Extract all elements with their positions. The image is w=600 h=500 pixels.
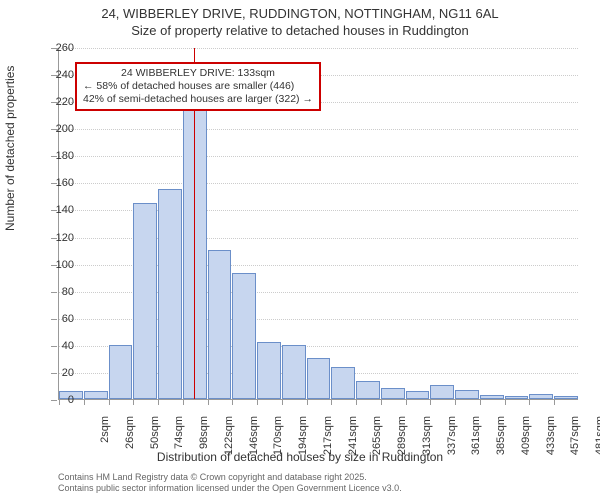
x-tick [183,399,184,405]
chart-title-main: 24, WIBBERLEY DRIVE, RUDDINGTON, NOTTING… [0,0,600,21]
x-tick-label: 241sqm [347,416,359,466]
footer-line-2: Contains public sector information licen… [58,483,402,494]
x-tick-label: 98sqm [198,416,210,466]
y-tick [51,319,57,320]
x-tick [356,399,357,405]
histogram-bar [307,358,331,399]
y-tick-label: 80 [62,286,74,298]
x-tick-label: 409sqm [520,416,532,466]
plot-area: 24 WIBBERLEY DRIVE: 133sqm← 58% of detac… [58,48,578,400]
x-tick [529,399,530,405]
footer-line-1: Contains HM Land Registry data © Crown c… [58,472,402,483]
y-tick-label: 160 [56,177,74,189]
histogram-bar [554,396,578,399]
histogram-bar [282,345,306,399]
x-tick-label: 170sqm [272,416,284,466]
histogram-bar [505,396,529,399]
x-tick [381,399,382,405]
x-tick [307,399,308,405]
x-tick [208,399,209,405]
histogram-bar [84,391,108,399]
y-axis-title: Number of detached properties [3,66,17,231]
y-tick-label: 200 [56,123,74,135]
x-tick [109,399,110,405]
x-tick-label: 457sqm [569,416,581,466]
x-tick [232,399,233,405]
histogram-bar [381,388,405,399]
x-tick [133,399,134,405]
y-tick-label: 220 [56,96,74,108]
y-tick [51,292,57,293]
x-tick-label: 337sqm [446,416,458,466]
y-tick [51,373,57,374]
footer-attribution: Contains HM Land Registry data © Crown c… [58,472,402,495]
annotation-line-1: 24 WIBBERLEY DRIVE: 133sqm [83,67,313,80]
histogram-bar [158,189,182,399]
y-tick-label: 180 [56,150,74,162]
x-tick-label: 265sqm [371,416,383,466]
histogram-bar [232,273,256,399]
histogram-bar [455,390,479,399]
x-tick [257,399,258,405]
y-tick-label: 40 [62,340,74,352]
y-tick-label: 260 [56,42,74,54]
chart-container: 24, WIBBERLEY DRIVE, RUDDINGTON, NOTTING… [0,0,600,500]
histogram-bar [356,381,380,399]
gridline [59,129,578,130]
x-tick-label: 50sqm [149,416,161,466]
x-tick [430,399,431,405]
x-tick [505,399,506,405]
chart-title-sub: Size of property relative to detached ho… [0,21,600,38]
x-tick [455,399,456,405]
x-tick [84,399,85,405]
x-tick-label: 289sqm [396,416,408,466]
x-tick-label: 122sqm [223,416,235,466]
x-tick-label: 146sqm [248,416,260,466]
x-tick-label: 385sqm [495,416,507,466]
histogram-bar [529,394,553,399]
y-tick-label: 20 [62,367,74,379]
histogram-bar [257,342,281,399]
histogram-bar [208,250,232,399]
y-tick [51,346,57,347]
x-tick [554,399,555,405]
histogram-bar [406,391,430,399]
y-tick-label: 100 [56,259,74,271]
annotation-box: 24 WIBBERLEY DRIVE: 133sqm← 58% of detac… [75,62,321,111]
x-tick-label: 361sqm [470,416,482,466]
y-tick [51,400,57,401]
histogram-bar [430,385,454,399]
x-tick-label: 433sqm [545,416,557,466]
gridline [59,156,578,157]
annotation-line-2: ← 58% of detached houses are smaller (44… [83,80,313,93]
x-tick-label: 194sqm [297,416,309,466]
y-tick-label: 140 [56,204,74,216]
x-tick [59,399,60,405]
x-tick [406,399,407,405]
x-tick-label: 2sqm [99,416,111,466]
gridline [59,183,578,184]
x-tick-label: 26sqm [124,416,136,466]
x-tick [331,399,332,405]
y-tick-label: 0 [68,394,74,406]
x-tick-label: 313sqm [421,416,433,466]
histogram-bar [109,345,133,399]
y-tick-label: 120 [56,232,74,244]
y-tick-label: 60 [62,313,74,325]
x-tick-label: 217sqm [322,416,334,466]
gridline [59,48,578,49]
x-tick [480,399,481,405]
histogram-bar [480,395,504,399]
histogram-bar [133,203,157,399]
y-tick-label: 240 [56,69,74,81]
histogram-bar [331,367,355,399]
annotation-line-3: 42% of semi-detached houses are larger (… [83,93,313,106]
x-tick [158,399,159,405]
x-tick-label: 74sqm [173,416,185,466]
x-tick [282,399,283,405]
x-tick-label: 481sqm [594,416,600,466]
